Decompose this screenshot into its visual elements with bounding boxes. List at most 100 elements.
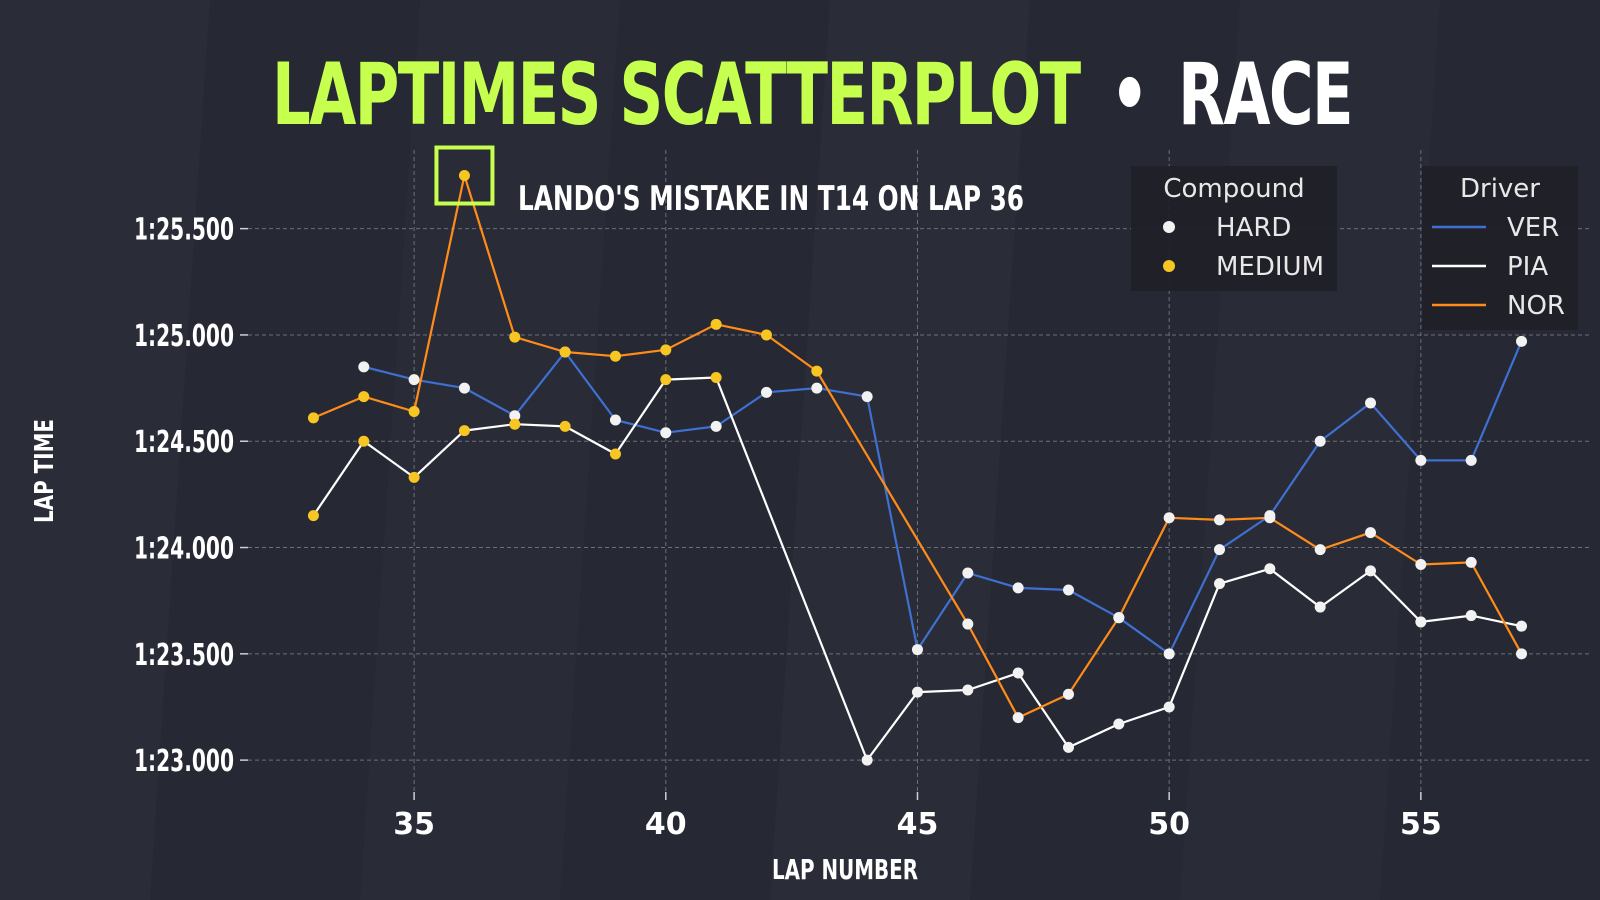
- data-point-nor: [1062, 688, 1074, 700]
- data-point-nor: [408, 405, 420, 417]
- data-point-pia: [861, 754, 873, 766]
- data-point-pia: [1415, 616, 1427, 628]
- data-point-ver: [1365, 397, 1377, 409]
- data-point-pia: [1062, 741, 1074, 753]
- y-tick-label: 1:23.500: [134, 638, 234, 673]
- y-tick-label: 1:25.500: [134, 213, 234, 248]
- data-point-ver: [1012, 582, 1024, 594]
- data-point-nor: [358, 391, 370, 403]
- data-point-nor: [1415, 559, 1427, 571]
- x-tick-label: 40: [645, 807, 687, 842]
- data-point-pia: [710, 371, 722, 383]
- compound-legend: Compound HARD MEDIUM: [1131, 166, 1337, 291]
- driver-legend: Driver VER PIA NOR: [1422, 166, 1578, 330]
- x-tick-label: 35: [393, 807, 435, 842]
- data-point-pia: [509, 418, 521, 430]
- legend-label-pia: PIA: [1507, 252, 1548, 282]
- data-point-ver: [1062, 584, 1074, 596]
- data-point-ver: [1516, 335, 1528, 347]
- data-point-nor: [1214, 514, 1226, 526]
- y-axis-label: LAP TIME: [30, 419, 60, 523]
- data-point-ver: [1415, 454, 1427, 466]
- data-points: [307, 170, 1528, 766]
- data-point-nor: [1012, 712, 1024, 724]
- data-point-pia: [1465, 610, 1477, 622]
- data-point-ver: [911, 644, 923, 656]
- data-point-ver: [710, 420, 722, 432]
- data-point-ver: [1214, 544, 1226, 556]
- x-tick-label: 50: [1148, 807, 1190, 842]
- data-point-pia: [1314, 601, 1326, 613]
- y-tick-label: 1:24.500: [134, 425, 234, 460]
- driver-legend-title: Driver: [1460, 174, 1540, 204]
- data-point-ver: [760, 386, 772, 398]
- data-point-pia: [408, 471, 420, 483]
- data-point-nor: [660, 344, 672, 356]
- data-point-pia: [307, 510, 319, 522]
- legend-label-medium: MEDIUM: [1216, 252, 1324, 282]
- data-point-pia: [458, 425, 470, 437]
- series-line-ver: [363, 340, 1523, 655]
- data-point-nor: [307, 412, 319, 424]
- compound-legend-title: Compound: [1163, 174, 1304, 204]
- data-point-ver: [962, 567, 974, 579]
- annotation-text: LANDO'S MISTAKE IN T14 ON LAP 36: [518, 179, 1024, 219]
- chart-title: LAPTIMES SCATTERPLOT • RACE: [272, 45, 1352, 145]
- data-point-nor: [609, 350, 621, 362]
- data-point-pia: [660, 374, 672, 386]
- chart-title-separator: •: [1110, 45, 1147, 145]
- data-point-nor: [509, 331, 521, 343]
- annotation-highlight-box: [434, 145, 495, 206]
- y-tick-label: 1:23.000: [134, 744, 234, 779]
- data-point-nor: [710, 318, 722, 330]
- data-point-ver: [1163, 648, 1175, 660]
- data-point-nor: [1163, 512, 1175, 524]
- y-tick-label: 1:25.000: [134, 319, 234, 354]
- data-point-nor: [559, 346, 571, 358]
- chart-title-main: LAPTIMES SCATTERPLOT: [272, 45, 1081, 145]
- data-point-nor: [1264, 512, 1276, 524]
- data-point-nor: [962, 618, 974, 630]
- data-point-nor: [760, 329, 772, 341]
- legend-label-hard: HARD: [1216, 213, 1291, 243]
- legend-marker-hard: [1163, 221, 1175, 233]
- legend-label-nor: NOR: [1507, 291, 1565, 321]
- data-point-pia: [1163, 701, 1175, 713]
- data-point-ver: [1465, 454, 1477, 466]
- data-point-ver: [609, 414, 621, 426]
- data-point-nor: [1516, 648, 1528, 660]
- data-point-ver: [408, 374, 420, 386]
- data-point-nor: [1365, 527, 1377, 539]
- data-point-ver: [358, 361, 370, 373]
- legend-marker-medium: [1163, 260, 1175, 272]
- data-point-pia: [911, 686, 923, 698]
- data-point-pia: [358, 435, 370, 447]
- data-point-pia: [1264, 563, 1276, 575]
- data-point-nor: [1113, 612, 1125, 624]
- data-point-pia: [1214, 578, 1226, 590]
- driver-legend-box: [1422, 166, 1578, 330]
- data-point-ver: [509, 410, 521, 422]
- y-tick-label: 1:24.000: [134, 532, 234, 567]
- data-point-pia: [559, 420, 571, 432]
- data-point-pia: [1012, 667, 1024, 679]
- x-axis-label: LAP NUMBER: [772, 853, 918, 886]
- data-point-nor: [1314, 544, 1326, 556]
- x-tick-label: 45: [897, 807, 939, 842]
- data-point-pia: [1516, 620, 1528, 632]
- data-point-nor: [811, 365, 823, 377]
- data-point-ver: [811, 382, 823, 394]
- data-point-pia: [1365, 565, 1377, 577]
- data-point-pia: [1113, 718, 1125, 730]
- chart-title-session: RACE: [1178, 45, 1352, 145]
- data-point-pia: [962, 684, 974, 696]
- axis-ticks: 35 40 45 50 55 1:23.000 1:23.500 1:24.000 1:24.5…: [134, 213, 1442, 842]
- legend-label-ver: VER: [1507, 213, 1559, 243]
- data-point-ver: [458, 382, 470, 394]
- data-point-nor: [1465, 556, 1477, 568]
- data-point-ver: [861, 391, 873, 403]
- x-tick-label: 55: [1400, 807, 1442, 842]
- grid: [248, 150, 1592, 792]
